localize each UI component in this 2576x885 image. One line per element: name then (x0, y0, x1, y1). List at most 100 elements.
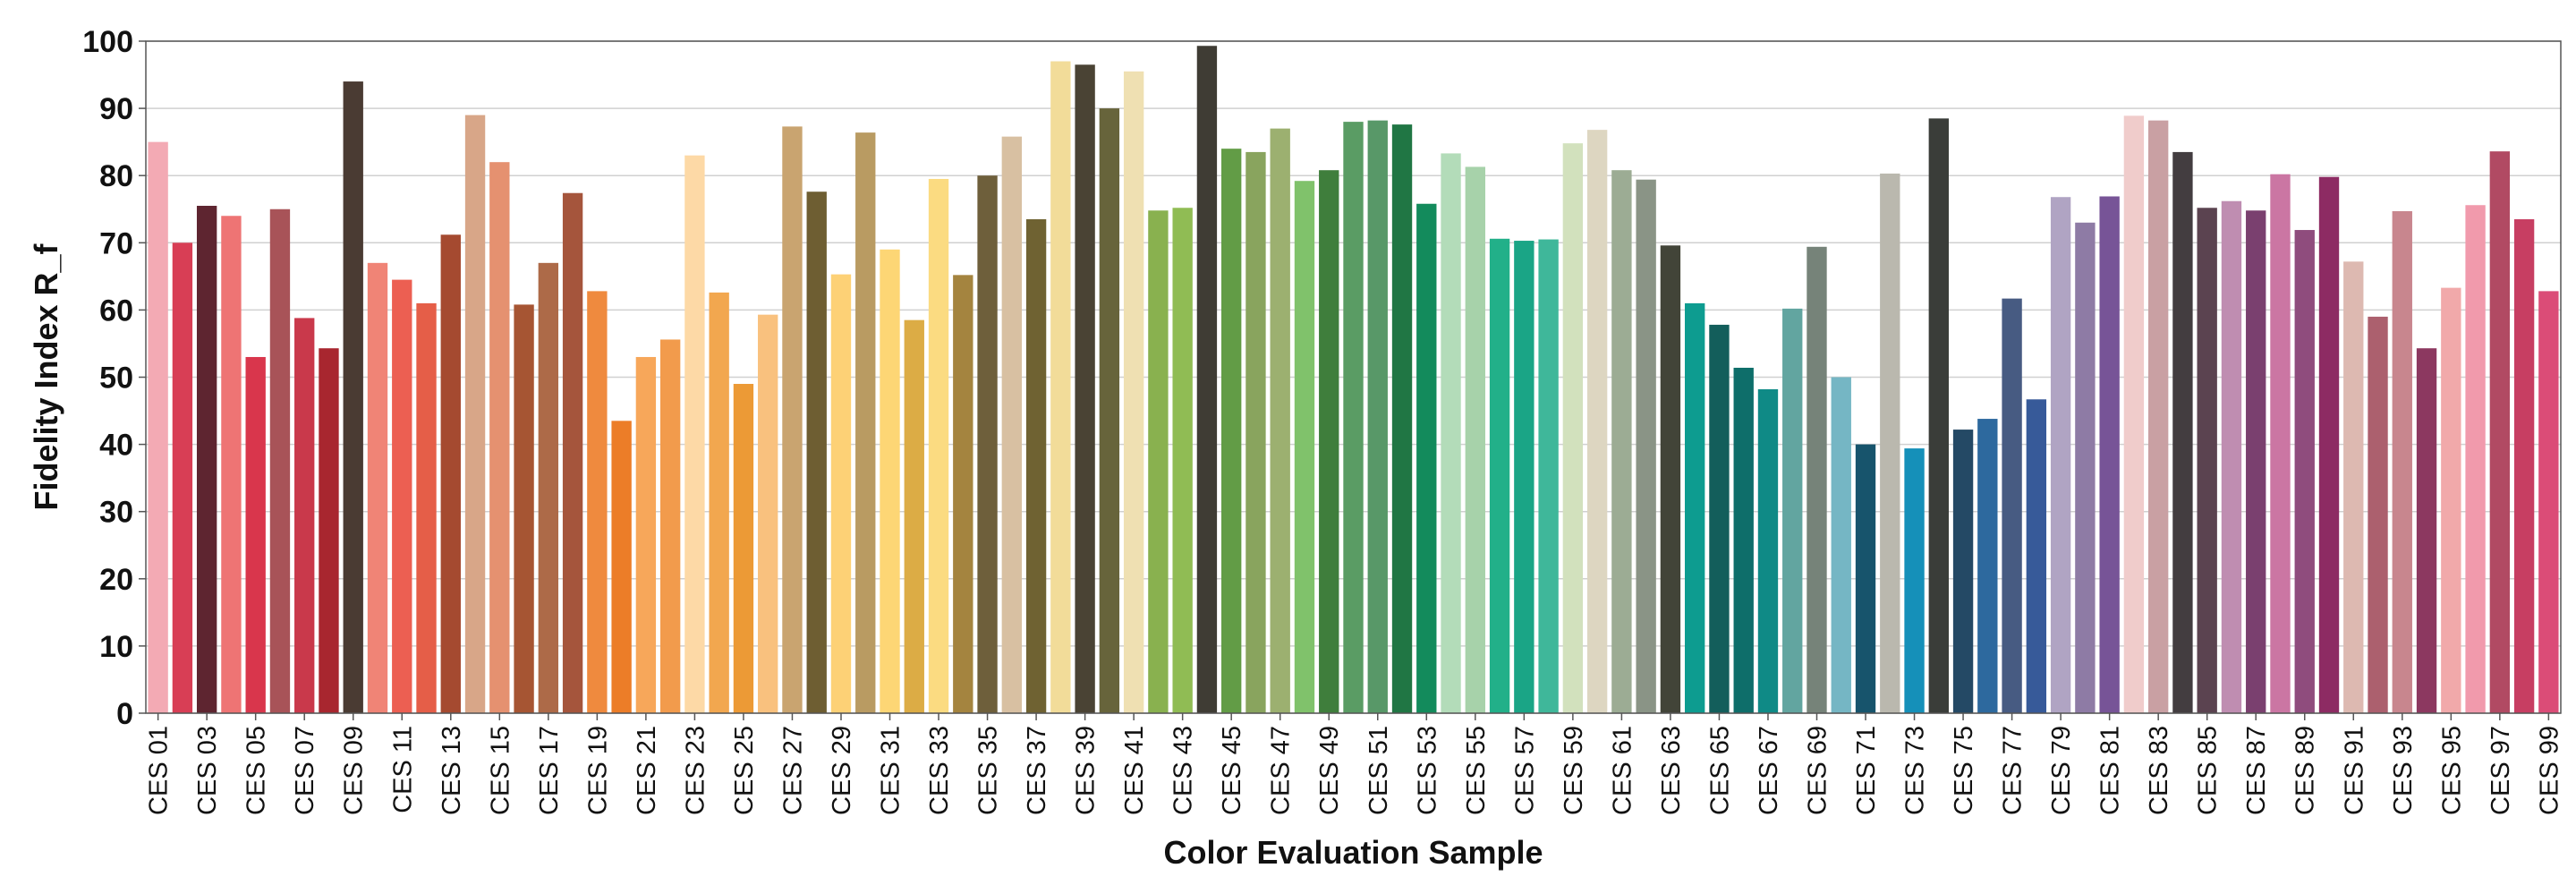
bar-ces-92 (2368, 316, 2388, 713)
bar-ces-80 (2075, 222, 2096, 713)
bar-ces-86 (2221, 200, 2242, 713)
bar-ces-10 (367, 262, 388, 713)
bar-ces-23 (684, 155, 705, 714)
bar-ces-51 (1367, 120, 1388, 714)
bar-ces-56 (1489, 238, 1510, 713)
x-tick-label: CES 07 (291, 726, 319, 815)
x-tick-label: CES 59 (1560, 726, 1588, 815)
x-tick-label: CES 21 (633, 726, 661, 815)
x-tick-label: CES 91 (2340, 726, 2368, 815)
bar-ces-55 (1465, 166, 1485, 713)
bar-ces-37 (1025, 219, 1047, 713)
x-tick-label: CES 99 (2535, 726, 2563, 815)
bar-ces-04 (221, 216, 242, 713)
bar-ces-87 (2246, 210, 2266, 713)
bar-ces-69 (1807, 246, 1827, 713)
bar-ces-30 (855, 132, 876, 714)
bar-ces-45 (1221, 149, 1242, 713)
x-tick-label: CES 83 (2145, 726, 2173, 815)
x-tick-label: CES 89 (2291, 726, 2320, 815)
x-tick-label: CES 35 (974, 726, 1003, 815)
bar-ces-40 (1099, 108, 1120, 714)
bar-ces-83 (2147, 120, 2169, 714)
bar-ces-52 (1391, 124, 1413, 713)
x-tick-label: CES 13 (438, 726, 466, 815)
bar-ces-61 (1611, 170, 1632, 713)
x-tick-label: CES 69 (1803, 726, 1832, 815)
bar-ces-33 (928, 178, 949, 713)
bar-ces-19 (587, 291, 608, 713)
x-tick-label: CES 85 (2194, 726, 2223, 815)
y-tick-label: 0 (116, 697, 133, 731)
bar-ces-41 (1123, 71, 1144, 714)
x-tick-label: CES 29 (828, 726, 856, 815)
bar-ces-81 (2099, 196, 2120, 713)
bar-ces-57 (1514, 241, 1535, 713)
y-tick-label: 30 (99, 496, 133, 530)
x-axis-title: Color Evaluation Sample (1163, 834, 1543, 871)
bar-ces-59 (1562, 143, 1584, 714)
bar-ces-09 (343, 81, 363, 713)
x-tick-label: CES 09 (340, 726, 369, 815)
bar-ces-06 (269, 208, 291, 713)
x-tick-label: CES 31 (877, 726, 905, 815)
bar-ces-62 (1636, 179, 1656, 713)
x-tick-label: CES 61 (1608, 726, 1637, 815)
x-tick-label: CES 87 (2242, 726, 2271, 815)
bar-ces-46 (1245, 151, 1266, 714)
y-tick-label: 70 (99, 226, 133, 260)
bar-ces-44 (1196, 46, 1218, 713)
bar-ces-91 (2343, 261, 2364, 713)
bar-ces-34 (953, 275, 973, 713)
bar-ces-49 (1319, 170, 1339, 713)
bar-ces-78 (2026, 399, 2047, 713)
bar-ces-99 (2538, 291, 2559, 713)
x-tick-label: CES 05 (242, 726, 271, 815)
x-tick-label: CES 63 (1657, 726, 1686, 815)
x-tick-label: CES 55 (1462, 726, 1491, 815)
y-axis-ticks: 0 10 20 30 40 50 60 70 80 90 100 (82, 25, 146, 731)
bar-ces-71 (1855, 444, 1876, 713)
bar-ces-67 (1757, 389, 1779, 713)
bar-ces-36 (1001, 136, 1023, 714)
x-tick-label: CES 81 (2096, 726, 2125, 815)
bar-ces-15 (489, 162, 510, 713)
bar-ces-22 (659, 339, 681, 713)
x-tick-label: CES 37 (1023, 726, 1051, 815)
x-tick-label: CES 15 (486, 726, 514, 815)
bar-ces-82 (2123, 115, 2145, 714)
bar-ces-65 (1709, 324, 1730, 713)
x-tick-label: CES 77 (1999, 726, 2028, 815)
x-tick-label: CES 41 (1120, 726, 1149, 815)
bar-ces-60 (1586, 130, 1608, 713)
x-tick-label: CES 33 (925, 726, 954, 815)
x-tick-label: CES 45 (1218, 726, 1246, 815)
bar-ces-85 (2197, 208, 2217, 714)
bar-ces-47 (1270, 128, 1290, 713)
bar-ces-58 (1538, 239, 1559, 713)
bar-ces-16 (514, 304, 534, 713)
x-tick-label: CES 97 (2487, 726, 2515, 815)
bar-ces-12 (416, 302, 437, 713)
x-tick-label: CES 71 (1852, 726, 1881, 815)
bar-ces-01 (148, 141, 168, 713)
y-tick-label: 60 (99, 294, 133, 328)
bar-ces-08 (319, 348, 339, 713)
bar-ces-54 (1441, 153, 1461, 714)
x-tick-label: CES 47 (1267, 726, 1296, 815)
y-tick-label: 20 (99, 563, 133, 597)
bar-ces-50 (1343, 122, 1364, 713)
bar-ces-35 (977, 175, 998, 713)
bar-ces-42 (1148, 210, 1169, 713)
bar-ces-20 (611, 421, 632, 713)
x-tick-label: CES 23 (681, 726, 710, 815)
bar-ces-31 (880, 249, 900, 713)
bar-ces-68 (1782, 308, 1803, 713)
bar-ces-70 (1831, 377, 1851, 713)
x-tick-label: CES 51 (1365, 726, 1393, 815)
x-tick-label: CES 43 (1169, 726, 1198, 815)
bar-ces-72 (1880, 173, 1900, 713)
bar-ces-03 (196, 205, 217, 713)
bar-ces-25 (733, 384, 754, 713)
